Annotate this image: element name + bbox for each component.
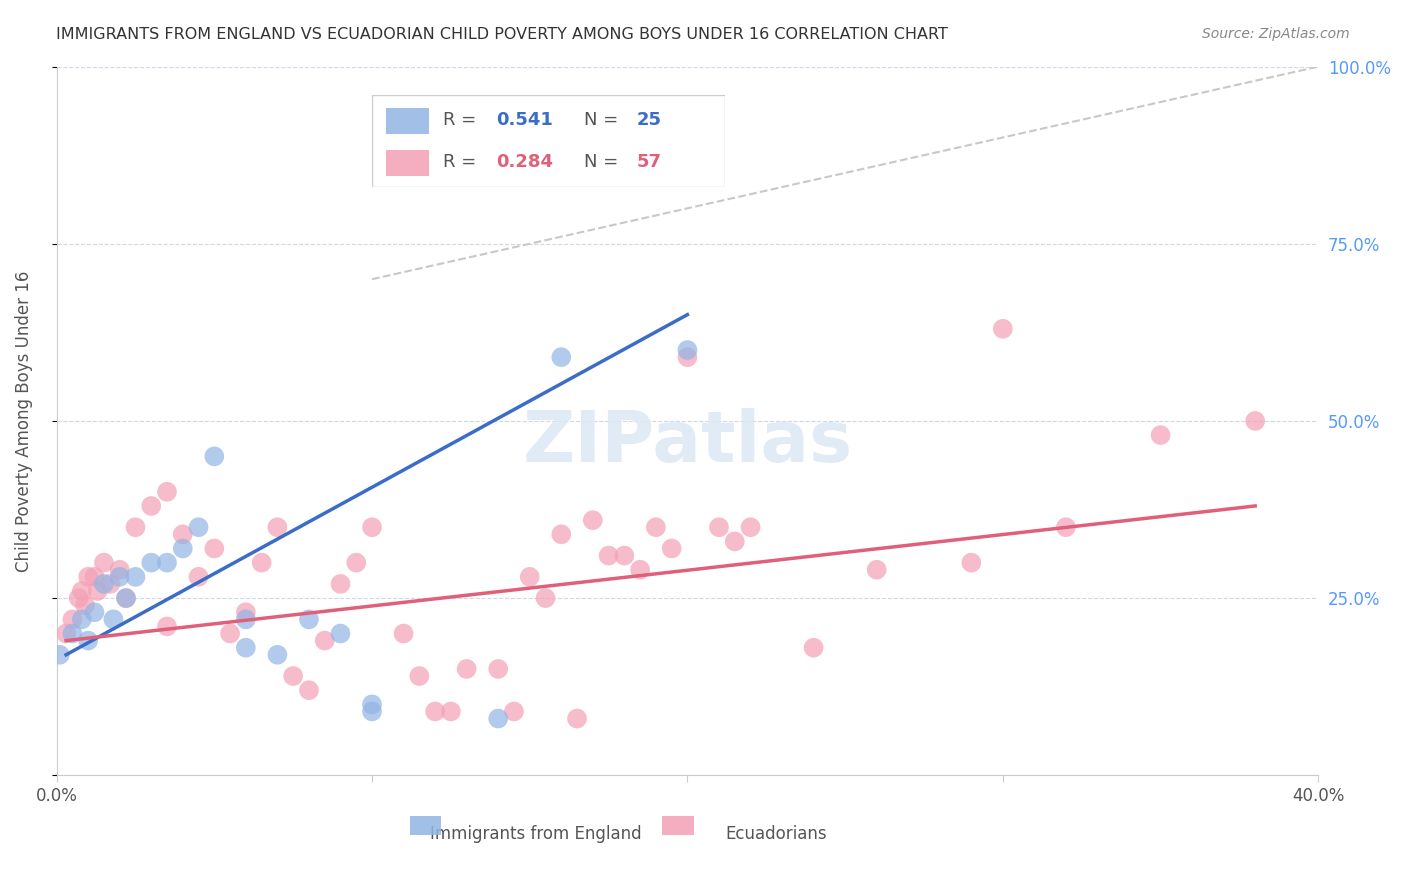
Point <box>141 556 163 570</box>
Y-axis label: Child Poverty Among Boys Under 16: Child Poverty Among Boys Under 16 <box>15 270 32 572</box>
Point <box>156 556 179 570</box>
Point <box>392 626 415 640</box>
Point <box>361 705 384 719</box>
Text: Source: ZipAtlas.com: Source: ZipAtlas.com <box>1202 27 1350 41</box>
Point <box>329 577 352 591</box>
Point <box>60 612 83 626</box>
Point <box>83 570 105 584</box>
Point <box>93 556 115 570</box>
Text: Immigrants from England: Immigrants from England <box>430 825 643 843</box>
Point <box>519 570 541 584</box>
Point <box>628 563 651 577</box>
Point <box>73 598 96 612</box>
Point <box>361 520 384 534</box>
Point <box>661 541 683 556</box>
Text: IMMIGRANTS FROM ENGLAND VS ECUADORIAN CHILD POVERTY AMONG BOYS UNDER 16 CORRELAT: IMMIGRANTS FROM ENGLAND VS ECUADORIAN CH… <box>56 27 948 42</box>
Point <box>187 570 209 584</box>
Point <box>98 577 121 591</box>
Point <box>645 520 668 534</box>
Point <box>70 584 93 599</box>
Point <box>172 541 194 556</box>
Point <box>613 549 636 563</box>
Point <box>67 591 90 605</box>
Point <box>235 640 257 655</box>
Point <box>486 662 509 676</box>
Point <box>266 648 288 662</box>
Point <box>235 612 257 626</box>
Point <box>440 705 463 719</box>
Point <box>960 556 983 570</box>
Text: Ecuadorians: Ecuadorians <box>725 825 827 843</box>
Point <box>676 343 699 357</box>
Point <box>235 605 257 619</box>
Point <box>93 577 115 591</box>
Point <box>456 662 478 676</box>
Point <box>676 350 699 364</box>
Point <box>55 626 77 640</box>
Text: ZIPatlas: ZIPatlas <box>523 408 852 476</box>
Point <box>172 527 194 541</box>
Point <box>266 520 288 534</box>
Point <box>83 605 105 619</box>
Point <box>219 626 242 640</box>
Point <box>250 556 273 570</box>
Point <box>70 612 93 626</box>
Point <box>550 527 572 541</box>
Point <box>423 705 446 719</box>
Point <box>298 683 321 698</box>
Point <box>1149 428 1171 442</box>
Bar <box>411 815 441 836</box>
Point <box>77 633 100 648</box>
Point <box>283 669 305 683</box>
Point <box>598 549 620 563</box>
Point <box>108 570 131 584</box>
Point <box>202 450 225 464</box>
Point <box>565 712 588 726</box>
Point <box>991 322 1014 336</box>
Point <box>1054 520 1077 534</box>
Point <box>1244 414 1267 428</box>
Point <box>60 626 83 640</box>
Point <box>582 513 605 527</box>
Point <box>77 570 100 584</box>
Point <box>329 626 352 640</box>
Point <box>724 534 747 549</box>
Point <box>707 520 730 534</box>
Point <box>141 499 163 513</box>
Point <box>503 705 526 719</box>
Point <box>740 520 762 534</box>
Point <box>108 563 131 577</box>
Point <box>202 541 225 556</box>
Point <box>534 591 557 605</box>
Point <box>115 591 138 605</box>
Point <box>408 669 430 683</box>
Point <box>803 640 825 655</box>
Point <box>314 633 336 648</box>
Bar <box>662 815 693 836</box>
Point <box>103 612 125 626</box>
Point <box>298 612 321 626</box>
Point <box>361 698 384 712</box>
Point <box>156 484 179 499</box>
Point <box>486 712 509 726</box>
Point <box>124 520 146 534</box>
Point <box>86 584 108 599</box>
Point <box>49 648 72 662</box>
Point <box>550 350 572 364</box>
Point <box>124 570 146 584</box>
Point <box>156 619 179 633</box>
Point <box>866 563 889 577</box>
Point <box>187 520 209 534</box>
Point <box>115 591 138 605</box>
Point <box>344 556 367 570</box>
